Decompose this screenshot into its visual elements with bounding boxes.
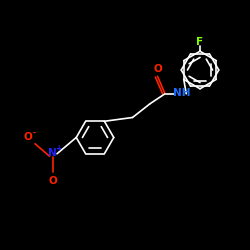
Text: O: O: [24, 132, 32, 142]
Text: -: -: [33, 128, 36, 138]
Text: NH: NH: [172, 88, 190, 98]
Text: +: +: [55, 144, 61, 153]
Text: O: O: [48, 176, 57, 186]
Text: N: N: [48, 148, 57, 158]
Text: F: F: [196, 38, 203, 48]
Text: O: O: [153, 64, 162, 74]
